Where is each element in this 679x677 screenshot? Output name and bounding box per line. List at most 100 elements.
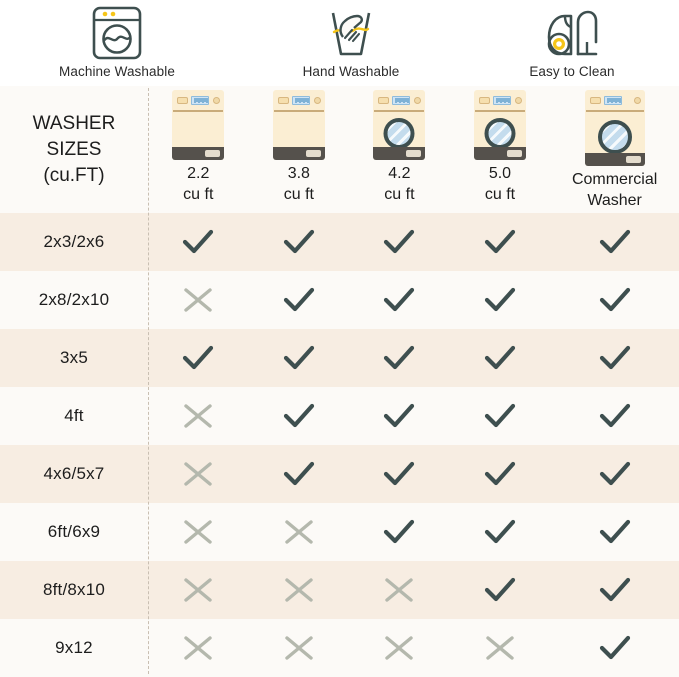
check-icon-cell bbox=[450, 445, 551, 503]
check-icon bbox=[283, 461, 314, 486]
vacuum-cleaner-icon bbox=[497, 2, 647, 64]
legend-item-machine-washable: Machine Washable bbox=[42, 2, 192, 80]
washer-knob-icon bbox=[514, 97, 522, 104]
check-icon bbox=[599, 403, 630, 428]
cross-icon bbox=[486, 636, 514, 660]
check-icon-cell bbox=[349, 329, 450, 387]
rug-size-label: 9x12 bbox=[0, 638, 148, 658]
cross-icon-cell bbox=[249, 561, 350, 619]
table-column-header-2: 3.8 cu ft bbox=[249, 86, 350, 213]
washer-panel-line bbox=[585, 110, 644, 112]
rug-size-label: 8ft/8x10 bbox=[0, 580, 148, 600]
table-corner-title: WASHER SIZES (cu.FT) bbox=[0, 86, 148, 213]
rug-size-label: 6ft/6x9 bbox=[0, 522, 148, 542]
washer-capacity-unit: cu ft bbox=[384, 186, 415, 203]
rug-size-text: 6ft/6x9 bbox=[47, 522, 101, 541]
top-load-washer-icon bbox=[172, 90, 225, 160]
cross-icon bbox=[184, 578, 212, 602]
check-icon-cell bbox=[148, 329, 249, 387]
legend-item-hand-washable: Hand Washable bbox=[276, 2, 426, 80]
check-icon-cell bbox=[450, 213, 551, 271]
check-icon-cell bbox=[249, 271, 350, 329]
check-icon-cell bbox=[249, 329, 350, 387]
rug-size-label: 4ft bbox=[0, 406, 148, 426]
washer-display-icon bbox=[291, 96, 310, 105]
washer-door-icon bbox=[597, 120, 632, 154]
washer-capacity-label: 5.0 cu ft bbox=[485, 163, 515, 205]
cross-icon bbox=[285, 520, 313, 544]
check-icon bbox=[599, 635, 630, 660]
washer-capacity-label: 2.2 cu ft bbox=[183, 163, 213, 205]
check-icon bbox=[599, 287, 630, 312]
check-icon bbox=[599, 229, 630, 254]
washer-column-stack: Commercial Washer bbox=[572, 86, 657, 213]
washer-base bbox=[172, 147, 225, 160]
washer-knob-icon bbox=[414, 97, 422, 104]
rug-size-label: 4x6/5x7 bbox=[0, 464, 148, 484]
legend-label-machine-washable: Machine Washable bbox=[59, 64, 175, 79]
washer-base bbox=[584, 153, 645, 166]
washer-base bbox=[373, 147, 426, 160]
rug-size-text: 2x8/2x10 bbox=[38, 290, 110, 309]
check-icon-cell bbox=[249, 213, 350, 271]
page-title: WASHER SIZES (cu.FT) bbox=[33, 111, 116, 189]
washer-knob-icon bbox=[633, 97, 641, 104]
washer-capacity-value: Commercial bbox=[571, 171, 658, 188]
washer-capacity-unit: Washer bbox=[587, 192, 642, 209]
cross-icon-cell bbox=[148, 619, 249, 677]
check-icon-cell bbox=[450, 387, 551, 445]
check-icon bbox=[283, 403, 314, 428]
check-icon bbox=[384, 519, 415, 544]
check-icon-cell bbox=[349, 387, 450, 445]
check-icon-cell bbox=[550, 329, 679, 387]
check-icon bbox=[484, 519, 516, 544]
check-icon-cell bbox=[450, 271, 551, 329]
column-divider bbox=[148, 88, 149, 674]
cross-icon-cell bbox=[148, 445, 249, 503]
cross-icon-cell bbox=[249, 503, 350, 561]
rug-size-label: 2x3/2x6 bbox=[0, 232, 148, 252]
check-icon bbox=[599, 577, 630, 602]
rug-size-text: 4ft bbox=[64, 406, 84, 425]
rug-size-text: 4x6/5x7 bbox=[43, 464, 105, 483]
cross-icon-cell bbox=[450, 619, 551, 677]
check-icon bbox=[484, 287, 516, 312]
check-icon-cell bbox=[349, 445, 450, 503]
table-column-header-4: 5.0 cu ft bbox=[450, 86, 551, 213]
check-icon bbox=[484, 577, 516, 602]
check-icon-cell bbox=[550, 503, 679, 561]
page-title-line: WASHER bbox=[32, 112, 116, 134]
top-load-washer-icon bbox=[272, 90, 325, 160]
table-column-header-3: 4.2 cu ft bbox=[349, 86, 450, 213]
page-title-line: SIZES bbox=[46, 138, 102, 160]
check-icon bbox=[283, 287, 314, 312]
cross-icon bbox=[184, 462, 212, 486]
check-icon-cell bbox=[349, 213, 450, 271]
washer-panel-line bbox=[273, 110, 324, 112]
table-header-row: WASHER SIZES (cu.FT) 2.2 cu ft 3.8 cu ft 4.2 cu … bbox=[0, 86, 679, 213]
check-icon bbox=[283, 229, 314, 254]
washer-panel-line bbox=[474, 110, 525, 112]
cross-icon bbox=[285, 578, 313, 602]
detergent-slot-icon bbox=[177, 97, 189, 104]
rug-size-text: 3x5 bbox=[59, 348, 88, 367]
washer-capacity-label: Commercial Washer bbox=[572, 169, 657, 211]
cross-icon-cell bbox=[148, 561, 249, 619]
cross-icon-cell bbox=[349, 561, 450, 619]
washer-capacity-label: 3.8 cu ft bbox=[284, 163, 314, 205]
page-title-line: (cu.FT) bbox=[43, 164, 105, 186]
detergent-slot-icon bbox=[378, 97, 390, 104]
table-row: 9x12 bbox=[0, 619, 679, 677]
washer-capacity-value: 4.2 bbox=[388, 165, 411, 182]
washer-capacity-value: 3.8 bbox=[287, 165, 310, 182]
cross-icon-cell bbox=[148, 271, 249, 329]
washer-panel-line bbox=[173, 110, 224, 112]
washer-base bbox=[272, 147, 325, 160]
table-row: 3x5 bbox=[0, 329, 679, 387]
washer-display-icon bbox=[603, 96, 622, 105]
check-icon bbox=[384, 461, 415, 486]
legend-label-hand-washable: Hand Washable bbox=[302, 64, 400, 79]
cross-icon-cell bbox=[148, 503, 249, 561]
cross-icon bbox=[184, 636, 212, 660]
rug-size-text: 2x3/2x6 bbox=[43, 232, 105, 251]
